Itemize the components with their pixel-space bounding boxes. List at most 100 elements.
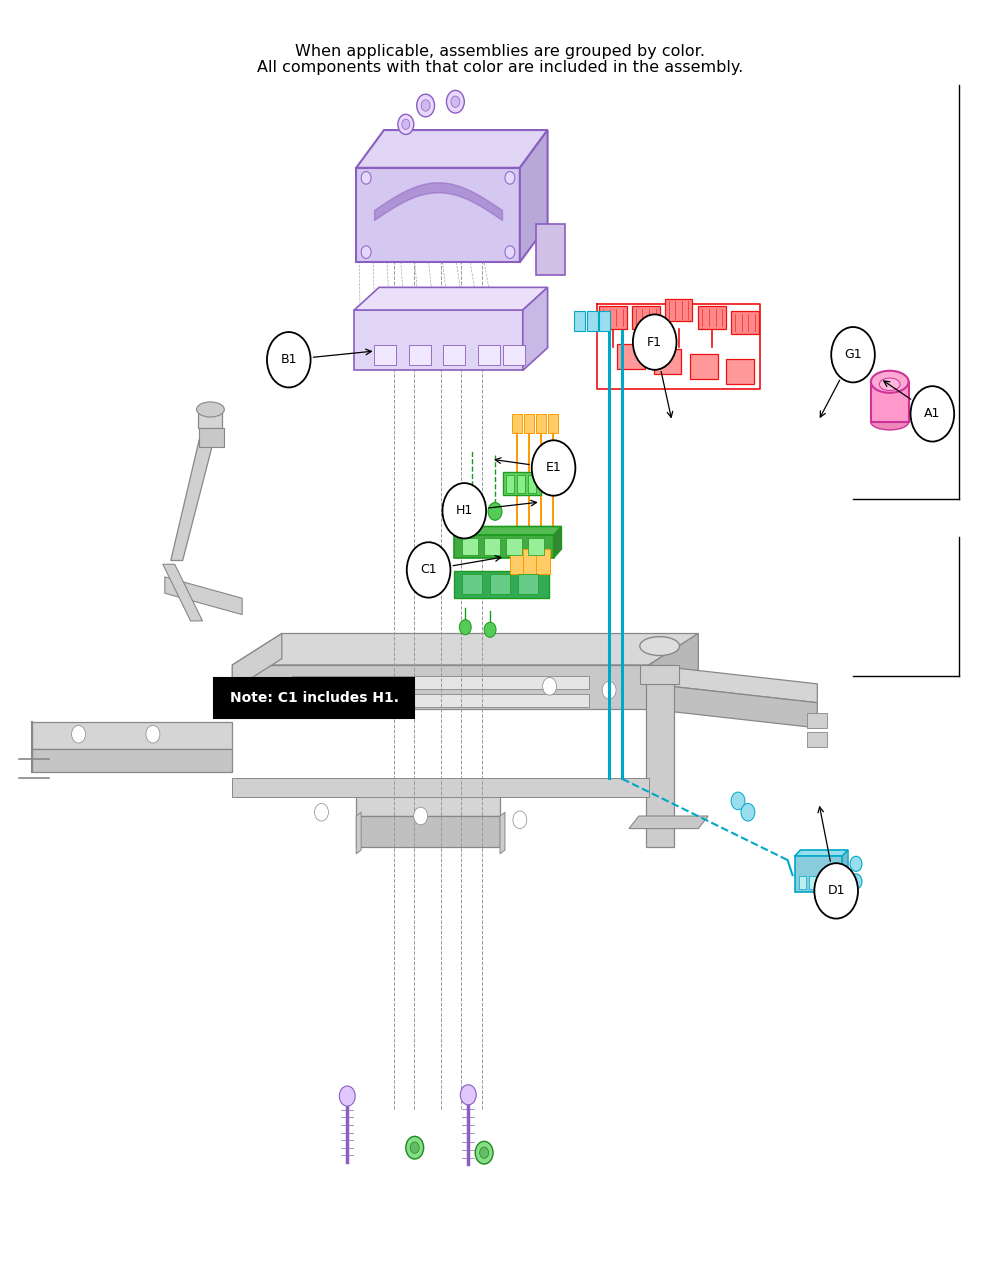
Circle shape (814, 863, 858, 919)
Polygon shape (523, 288, 548, 370)
Text: When applicable, assemblies are grouped by color.: When applicable, assemblies are grouped … (295, 44, 705, 58)
Text: E1: E1 (546, 461, 561, 474)
Polygon shape (632, 307, 660, 329)
Circle shape (741, 803, 755, 821)
Circle shape (402, 119, 410, 129)
Circle shape (146, 726, 160, 742)
Polygon shape (665, 299, 692, 322)
Bar (536, 549, 550, 574)
Bar (462, 574, 482, 594)
Polygon shape (500, 812, 505, 854)
Circle shape (460, 1085, 476, 1105)
Polygon shape (795, 850, 848, 856)
Bar (587, 312, 598, 332)
Text: D1: D1 (827, 884, 845, 897)
Polygon shape (536, 224, 565, 275)
Bar (536, 414, 546, 433)
Polygon shape (807, 731, 827, 746)
Polygon shape (649, 634, 698, 710)
Text: B1: B1 (281, 353, 297, 366)
Polygon shape (454, 570, 549, 598)
Circle shape (505, 246, 515, 258)
Text: A1: A1 (924, 408, 941, 421)
Polygon shape (232, 665, 649, 710)
Circle shape (361, 171, 371, 184)
Polygon shape (354, 310, 523, 370)
Circle shape (72, 726, 85, 742)
Polygon shape (617, 345, 645, 369)
Polygon shape (629, 816, 708, 829)
Polygon shape (356, 812, 361, 854)
Bar (518, 574, 538, 594)
Polygon shape (232, 778, 649, 797)
Polygon shape (842, 850, 848, 892)
Bar (574, 312, 585, 332)
Polygon shape (646, 665, 674, 848)
Circle shape (361, 246, 371, 258)
Circle shape (410, 1142, 419, 1153)
Ellipse shape (197, 402, 224, 417)
Polygon shape (640, 665, 679, 684)
Circle shape (850, 874, 862, 889)
Polygon shape (554, 527, 561, 557)
Bar (506, 537, 522, 555)
Circle shape (475, 1142, 493, 1164)
Circle shape (513, 811, 527, 829)
Polygon shape (292, 677, 589, 689)
Polygon shape (454, 527, 561, 536)
Bar (809, 877, 816, 889)
Bar (599, 312, 610, 332)
Circle shape (421, 100, 430, 111)
Polygon shape (163, 564, 203, 621)
Polygon shape (443, 346, 465, 365)
Circle shape (446, 90, 464, 113)
Polygon shape (698, 307, 726, 329)
Polygon shape (356, 784, 500, 816)
Polygon shape (198, 409, 222, 428)
Circle shape (417, 94, 435, 117)
Circle shape (459, 620, 471, 635)
Bar (510, 549, 524, 574)
Polygon shape (356, 131, 548, 167)
Text: C1: C1 (420, 564, 437, 576)
Circle shape (731, 792, 745, 810)
Polygon shape (454, 536, 554, 557)
Polygon shape (199, 428, 224, 447)
Circle shape (911, 386, 954, 442)
Polygon shape (807, 713, 827, 729)
Polygon shape (649, 684, 817, 729)
Circle shape (407, 542, 450, 598)
Circle shape (267, 332, 311, 388)
Circle shape (633, 314, 677, 370)
Bar (524, 414, 534, 433)
Circle shape (465, 499, 479, 517)
Circle shape (505, 171, 515, 184)
Bar (484, 537, 500, 555)
Bar (528, 537, 544, 555)
Circle shape (488, 503, 502, 521)
Ellipse shape (879, 378, 900, 390)
Circle shape (442, 483, 486, 538)
Bar (517, 475, 525, 493)
Polygon shape (232, 634, 282, 691)
FancyBboxPatch shape (214, 678, 414, 718)
Circle shape (543, 678, 557, 696)
Polygon shape (871, 381, 909, 422)
Text: F1: F1 (647, 336, 662, 348)
Bar (462, 537, 478, 555)
Text: All components with that color are included in the assembly.: All components with that color are inclu… (257, 61, 743, 75)
Polygon shape (32, 722, 232, 749)
Polygon shape (356, 816, 500, 848)
Polygon shape (374, 346, 396, 365)
Polygon shape (165, 576, 242, 614)
Polygon shape (503, 473, 541, 495)
Polygon shape (232, 634, 698, 665)
Circle shape (831, 327, 875, 383)
Bar (512, 414, 522, 433)
Bar (523, 549, 537, 574)
Text: Note: C1 includes H1.: Note: C1 includes H1. (230, 692, 399, 706)
Polygon shape (654, 348, 681, 374)
Circle shape (406, 1136, 424, 1159)
Polygon shape (520, 131, 548, 262)
Polygon shape (503, 346, 525, 365)
